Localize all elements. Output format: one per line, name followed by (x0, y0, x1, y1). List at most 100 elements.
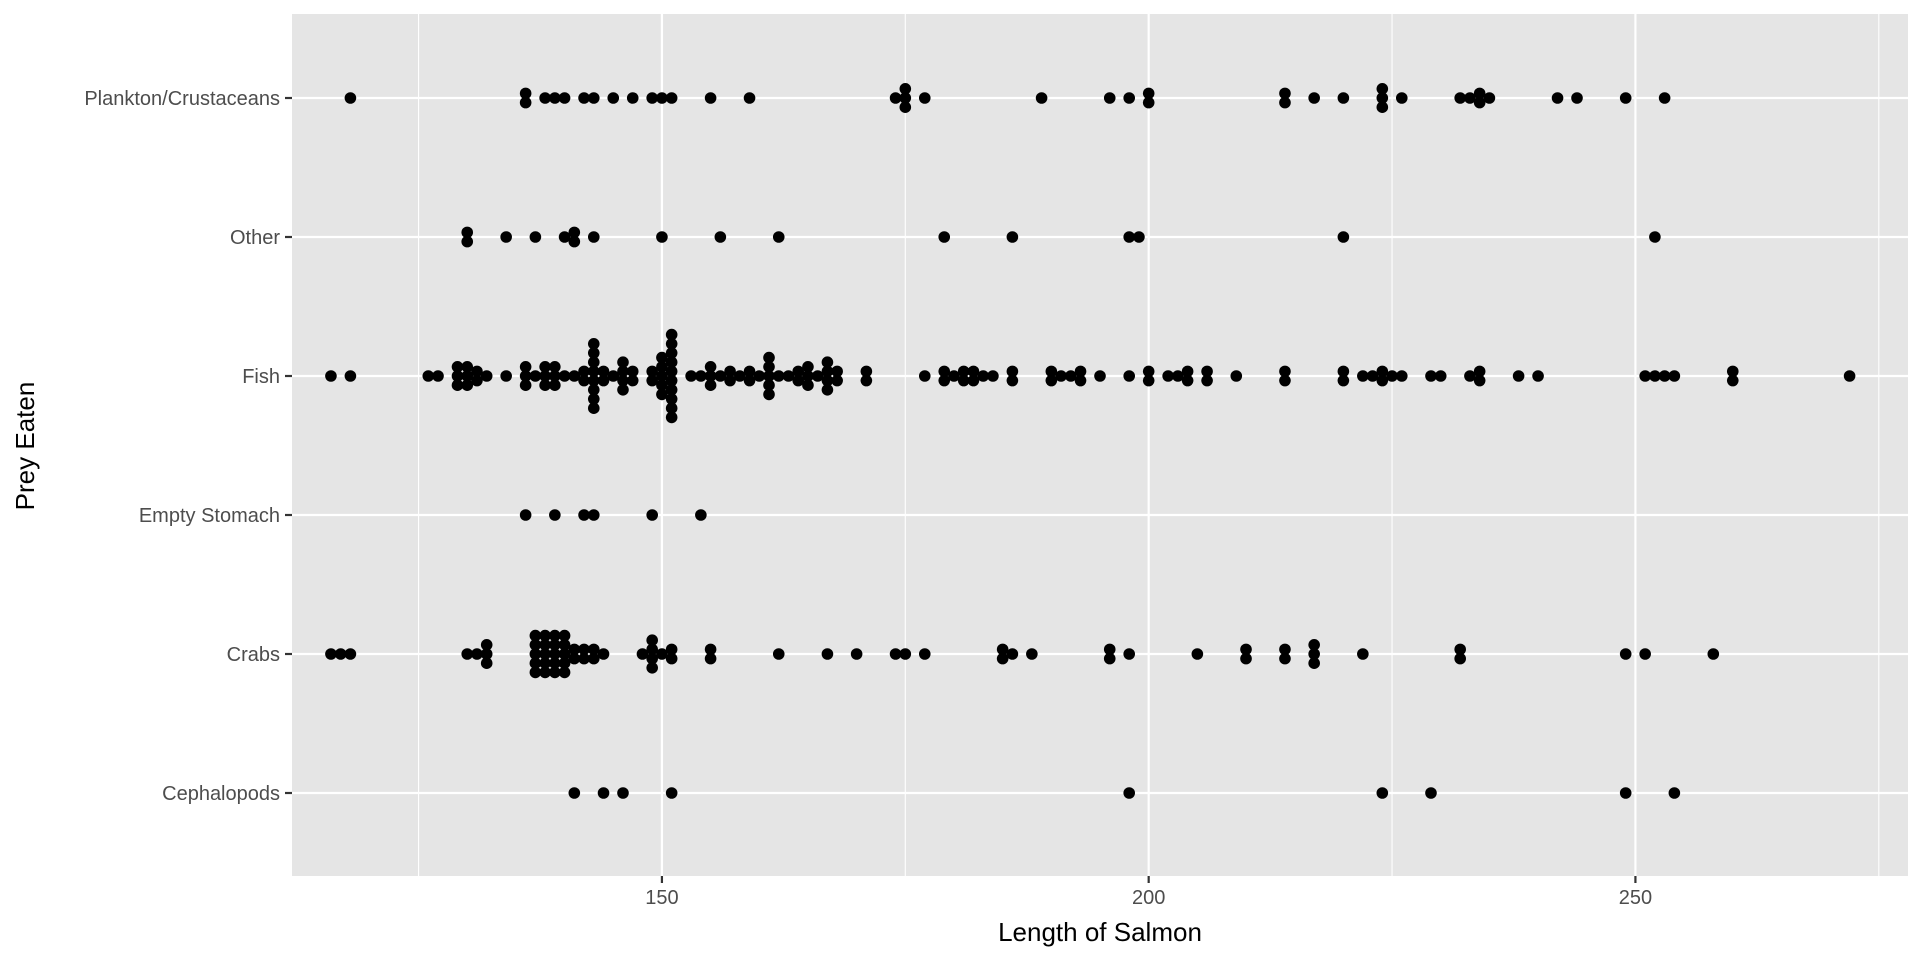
data-point (578, 652, 590, 665)
data-point (480, 648, 493, 660)
data-point (1181, 374, 1194, 387)
data-point (850, 648, 863, 660)
data-point (1366, 370, 1379, 382)
data-point (471, 374, 483, 387)
data-point (996, 652, 1009, 665)
data-point (432, 370, 444, 382)
data-point (344, 648, 357, 660)
data-point (549, 361, 561, 373)
data-point (1376, 365, 1389, 378)
data-point (539, 666, 551, 679)
data-point (1055, 370, 1067, 382)
data-point (1201, 374, 1213, 387)
x-axis: 150 200 250 (645, 876, 1652, 909)
data-point (539, 379, 551, 392)
data-point (558, 370, 571, 382)
data-point (539, 92, 551, 104)
data-point (500, 231, 512, 243)
data-point (811, 370, 824, 382)
data-point (587, 643, 600, 656)
data-point (1045, 374, 1058, 387)
data-point (587, 356, 600, 369)
data-point (558, 629, 571, 642)
data-point (646, 509, 658, 521)
data-point (558, 648, 571, 660)
data-point (549, 639, 561, 651)
data-point (587, 402, 600, 415)
data-point (558, 657, 571, 669)
data-point (1308, 657, 1320, 669)
data-point (626, 92, 639, 104)
data-point (967, 365, 980, 378)
data-point (1376, 101, 1389, 113)
data-point (597, 365, 610, 378)
data-point (1454, 92, 1466, 104)
data-point (1532, 370, 1544, 382)
data-point (1045, 365, 1058, 378)
data-point (1240, 643, 1252, 656)
data-point (714, 231, 727, 243)
data-point (1123, 648, 1136, 660)
data-point (938, 365, 951, 378)
x-tick-label: 150 (645, 887, 678, 909)
data-point (1337, 365, 1350, 378)
data-point (1308, 648, 1320, 660)
data-point (665, 374, 678, 387)
data-point (1094, 370, 1106, 382)
data-point (656, 231, 668, 243)
data-point (568, 235, 581, 248)
data-point (889, 648, 902, 660)
data-point (325, 370, 337, 382)
data-point (1425, 370, 1437, 382)
data-point (587, 231, 600, 243)
data-point (578, 374, 590, 387)
data-point (665, 652, 678, 665)
data-point (938, 374, 951, 387)
data-point (539, 370, 551, 382)
data-point (344, 92, 357, 104)
data-point (1103, 652, 1116, 665)
y-tick-label: Empty Stomach (139, 505, 280, 527)
data-point (549, 629, 561, 642)
data-point (1172, 370, 1184, 382)
data-point (1279, 96, 1291, 109)
data-point (1006, 365, 1019, 378)
data-point (656, 92, 668, 104)
data-point (587, 393, 600, 405)
data-point (918, 370, 931, 382)
data-point (743, 374, 756, 387)
data-point (899, 648, 912, 660)
data-point (743, 92, 756, 104)
data-point (646, 634, 658, 646)
data-point (626, 365, 639, 378)
data-point (646, 92, 658, 104)
y-tick-label: Cephalopods (162, 783, 280, 805)
data-point (1279, 87, 1291, 100)
data-point (646, 365, 658, 378)
data-point (578, 92, 590, 104)
data-point (957, 374, 970, 387)
data-point (831, 374, 843, 387)
data-point (1026, 648, 1038, 660)
data-point (1707, 648, 1720, 660)
data-point (656, 361, 668, 373)
data-point (607, 92, 620, 104)
data-point (587, 374, 600, 387)
data-point (1454, 643, 1466, 656)
data-point (821, 384, 834, 396)
data-point (1123, 370, 1136, 382)
data-point (558, 231, 571, 243)
data-point (704, 370, 717, 382)
y-tick-label: Other (230, 227, 280, 249)
data-point (636, 648, 649, 660)
data-point (529, 639, 542, 651)
data-point (1142, 365, 1155, 378)
data-point (1357, 370, 1369, 382)
data-point (695, 370, 707, 382)
data-point (772, 648, 785, 660)
data-point (1006, 374, 1019, 387)
data-point (1425, 787, 1437, 799)
data-point (724, 374, 736, 387)
data-point (1619, 787, 1632, 799)
